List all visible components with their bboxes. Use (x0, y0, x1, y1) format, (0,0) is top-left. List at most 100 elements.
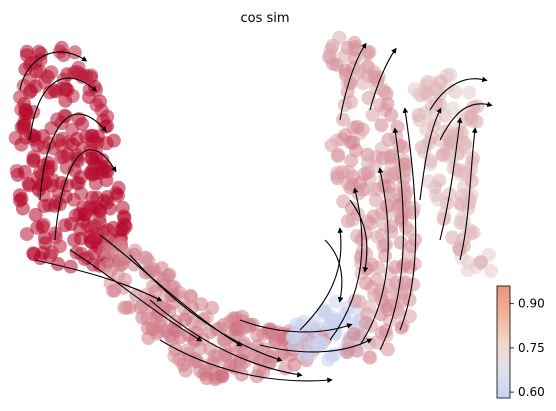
cell-point (457, 137, 472, 152)
streamline (429, 76, 488, 111)
streamline (459, 127, 478, 261)
cell-point (462, 192, 477, 207)
cell-point (466, 151, 480, 165)
cell-point (402, 223, 417, 238)
cell-point (54, 138, 69, 153)
cell-point (429, 82, 444, 97)
cell-point (421, 174, 436, 189)
cell-point (114, 222, 129, 237)
cell-point (54, 150, 69, 165)
cell-point (59, 160, 74, 175)
cell-point (392, 138, 407, 153)
cell-point (484, 263, 499, 278)
cell-point (89, 83, 104, 98)
cell-point (335, 165, 350, 180)
cell-point (336, 112, 350, 127)
cell-point (304, 340, 319, 355)
cell-point (397, 157, 412, 172)
streamline (339, 42, 367, 121)
cell-point (63, 259, 78, 274)
streamline (359, 167, 389, 346)
cell-point (427, 112, 442, 127)
cell-point (26, 150, 41, 164)
cell-point (383, 150, 398, 165)
cell-point (17, 164, 32, 179)
cell-point (297, 314, 311, 329)
cell-point (346, 327, 361, 342)
cell-point (159, 288, 174, 303)
cell-point (391, 202, 406, 217)
cell-point (205, 300, 220, 315)
cell-point (14, 137, 29, 152)
streamline (369, 47, 397, 111)
streamline (439, 101, 493, 141)
cell-point (163, 328, 177, 343)
cell-point (462, 85, 477, 100)
cell-point (100, 119, 115, 134)
cell-point (344, 201, 359, 216)
cell-point (378, 323, 393, 338)
cell-point (379, 199, 394, 214)
cell-point (396, 180, 411, 194)
cell-point (167, 349, 182, 364)
cell-point (373, 97, 388, 112)
cell-point (473, 255, 488, 270)
cell-point (177, 301, 192, 316)
cell-point (371, 260, 386, 275)
cell-point (33, 46, 48, 61)
cell-point (372, 287, 386, 302)
cell-point (321, 352, 335, 367)
cell-point (337, 98, 352, 112)
cell-point (178, 363, 193, 378)
cell-point (347, 51, 362, 66)
cell-point (436, 148, 451, 163)
cell-point (250, 328, 265, 343)
cell-point (363, 350, 378, 365)
cell-point (324, 313, 339, 327)
cell-point (377, 178, 391, 193)
cell-point (96, 162, 111, 177)
cell-point (58, 109, 73, 124)
cell-point (175, 290, 190, 305)
cell-point (365, 107, 380, 122)
cell-point (88, 176, 103, 191)
cell-point (401, 246, 416, 261)
cell-point (20, 44, 34, 59)
cell-point (452, 242, 467, 257)
cell-point (447, 149, 462, 164)
cell-point (16, 118, 31, 133)
cell-point (406, 201, 421, 215)
cell-point (464, 113, 479, 128)
cell-point (233, 358, 248, 373)
colorbar: 0.60 0.75 0.90 (496, 285, 545, 399)
cell-point (368, 193, 383, 208)
cell-point (417, 109, 432, 124)
cell-point (106, 133, 121, 148)
cell-point (337, 49, 352, 63)
cell-point (384, 108, 399, 122)
cell-point (37, 199, 52, 214)
cell-point (215, 369, 230, 384)
cell-point (217, 347, 232, 362)
cell-point (437, 207, 452, 222)
cell-point (74, 246, 89, 261)
cell-point (28, 207, 43, 222)
cell-point (358, 276, 373, 291)
cell-point (380, 302, 395, 317)
streamline (399, 107, 417, 331)
cell-point (110, 188, 125, 203)
cell-point (162, 304, 177, 319)
cell-point (226, 311, 241, 326)
cell-point (103, 263, 118, 278)
cell-point (127, 247, 142, 262)
chart-title: cos sim (240, 11, 289, 26)
cell-point (338, 128, 353, 143)
streamline (299, 227, 344, 331)
cell-point (21, 176, 36, 191)
cell-point (370, 335, 384, 350)
cell-point (332, 30, 347, 45)
cell-point (351, 186, 366, 201)
cell-point (358, 315, 373, 330)
cell-point (361, 60, 376, 74)
colorbar-tick-label: 0.60 (518, 385, 545, 399)
